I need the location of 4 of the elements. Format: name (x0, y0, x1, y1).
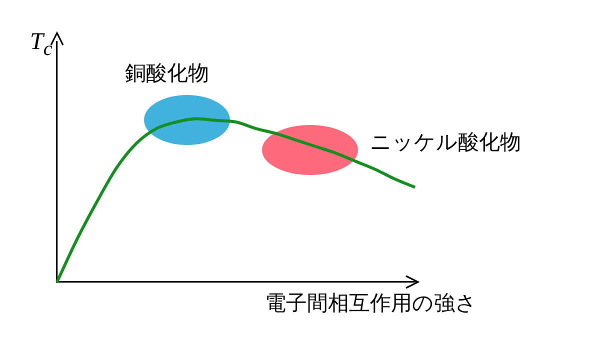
y-axis-title: T$_{c}$ (30, 29, 52, 60)
annotation: ニッケル酸化物 (370, 130, 521, 154)
x-axis-title: 電子間相互作用の強さ (265, 291, 477, 315)
text: 銅酸化物 (125, 61, 209, 85)
